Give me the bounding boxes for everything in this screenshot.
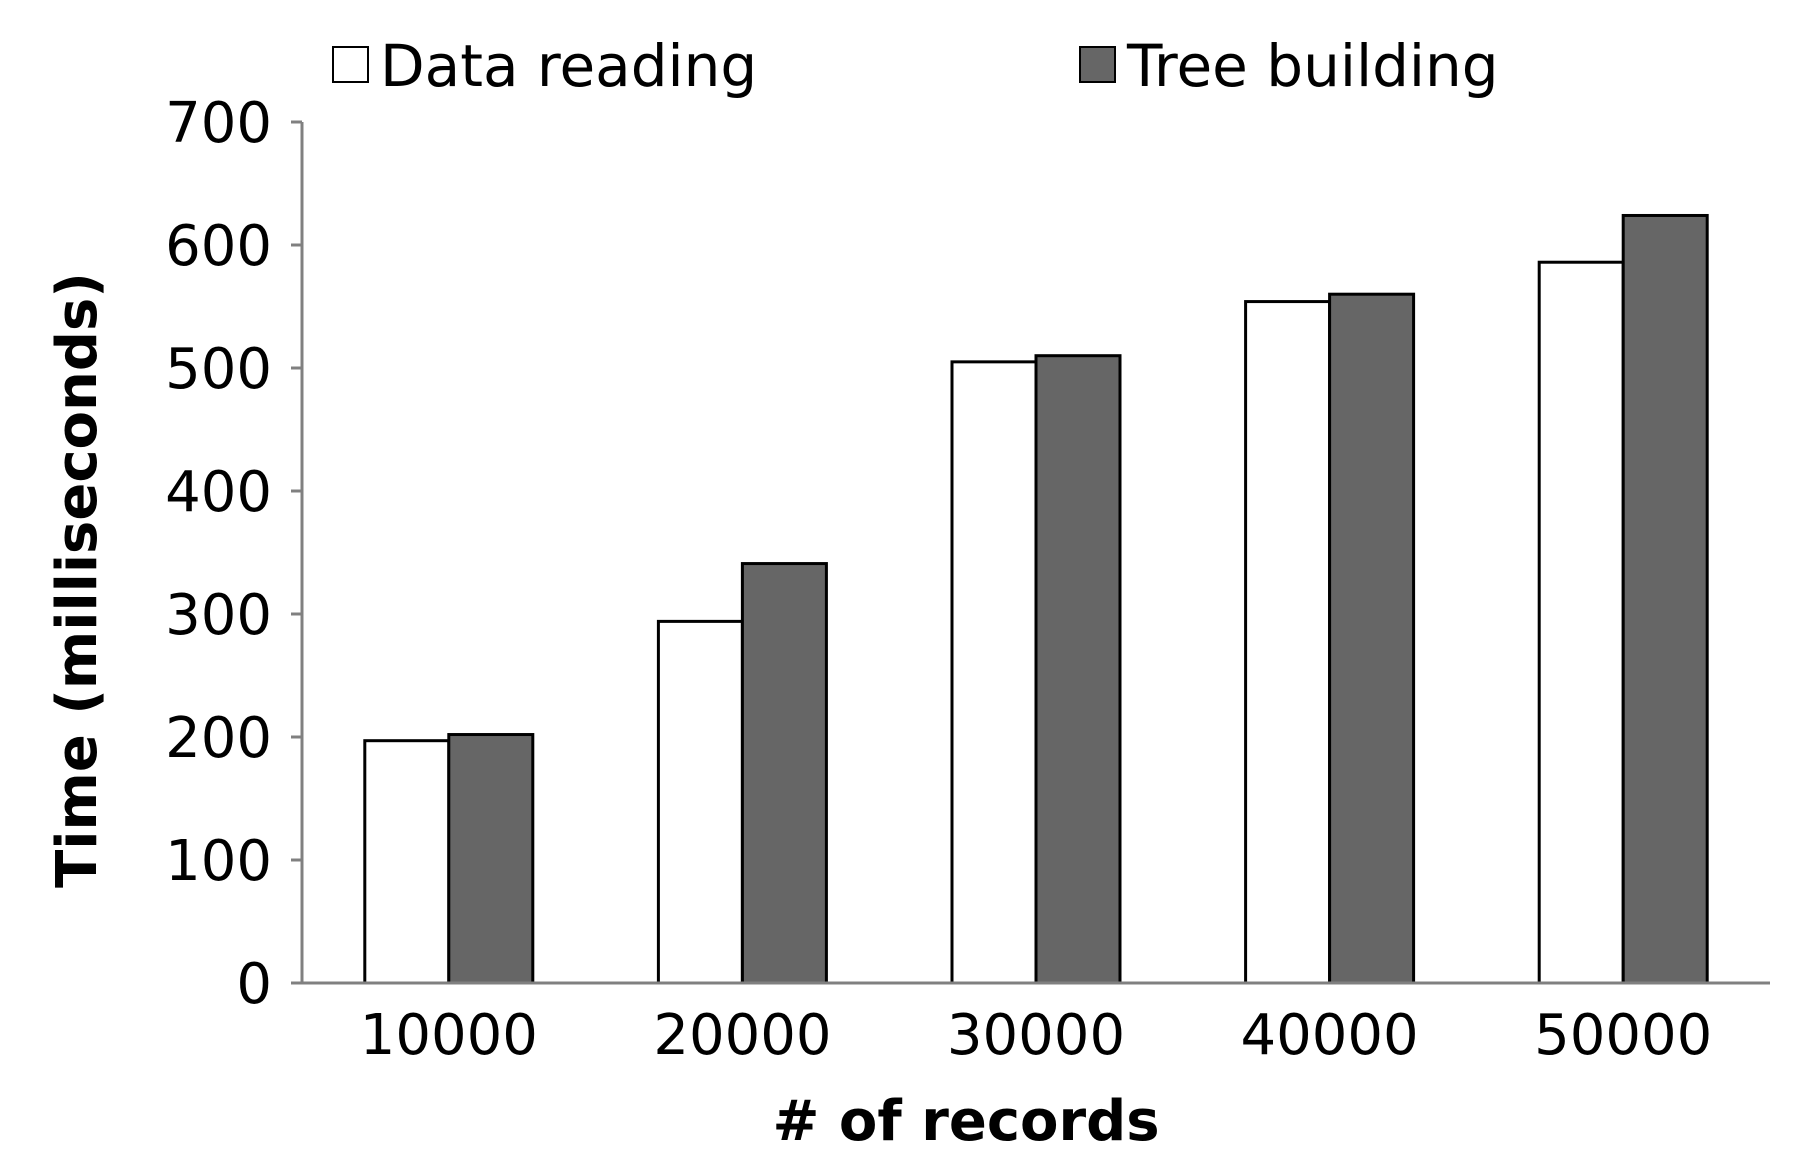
x-tick-label-20000: 20000 <box>653 1003 831 1068</box>
y-axis-title: Time (milliseconds) <box>45 272 110 888</box>
bars <box>363 213 1709 985</box>
x-tick-label-50000: 50000 <box>1534 1003 1712 1068</box>
y-tick-label-0: 0 <box>236 952 272 1017</box>
y-axis-ticks: 0 100 200 300 400 500 600 700 <box>165 91 302 1017</box>
y-tick-label-500: 500 <box>165 337 272 402</box>
y-tick-label-600: 600 <box>165 214 272 279</box>
bar-tree-building-20000 <box>740 562 828 985</box>
legend-label-tree-building: Tree building <box>1126 32 1499 100</box>
bar-data-reading-40000 <box>1244 300 1332 985</box>
x-axis-title: # of records <box>772 1089 1159 1154</box>
y-tick-label-100: 100 <box>165 829 272 894</box>
bar-data-reading-10000 <box>363 739 451 985</box>
bar-tree-building-50000 <box>1621 213 1709 985</box>
x-tick-label-40000: 40000 <box>1241 1003 1419 1068</box>
bar-data-reading-20000 <box>656 619 744 985</box>
legend-swatch-data-reading <box>332 46 369 83</box>
bar-data-reading-30000 <box>950 360 1038 985</box>
y-tick-label-700: 700 <box>165 91 272 156</box>
x-tick-label-10000: 10000 <box>360 1003 538 1068</box>
legend: Data reading Tree building <box>332 32 1499 100</box>
bar-tree-building-40000 <box>1328 292 1416 985</box>
y-tick-label-400: 400 <box>165 460 272 525</box>
bar-tree-building-30000 <box>1034 354 1122 985</box>
x-axis-ticks: 10000 20000 30000 40000 50000 <box>360 1003 1713 1068</box>
bar-data-reading-50000 <box>1537 260 1625 985</box>
legend-swatch-tree-building <box>1079 46 1116 83</box>
y-tick-label-200: 200 <box>165 706 272 771</box>
legend-label-data-reading: Data reading <box>380 32 757 100</box>
bar-tree-building-10000 <box>447 733 535 985</box>
x-tick-label-30000: 30000 <box>947 1003 1125 1068</box>
y-tick-label-300: 300 <box>165 583 272 648</box>
